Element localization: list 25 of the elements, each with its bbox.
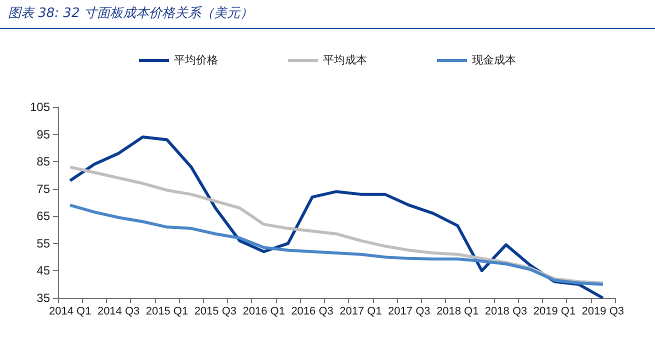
x-tick-label: 2018 Q1 [436, 306, 479, 318]
x-tick-label: 2018 Q3 [484, 306, 528, 318]
line-series [68, 204, 604, 286]
x-tick-label: 2014 Q3 [97, 306, 140, 318]
x-tick-label: 2017 Q1 [340, 306, 382, 318]
x-tick-label: 2015 Q1 [146, 306, 188, 318]
y-tick-label: 55 [36, 236, 50, 250]
x-tick-label: 2016 Q3 [291, 306, 334, 318]
x-tick-label: 2019 Q1 [533, 306, 576, 318]
x-tick-label: 2016 Q1 [242, 306, 285, 318]
x-tick-label: 2019 Q3 [582, 306, 624, 318]
x-tick-label: 2015 Q3 [194, 306, 237, 318]
legend-label: 平均成本 [323, 54, 367, 66]
y-tick-label: 65 [36, 209, 50, 224]
y-tick-label: 85 [36, 154, 50, 169]
y-tick-label: 45 [36, 264, 50, 278]
x-tick-label: 2017 Q3 [388, 306, 430, 318]
y-tick-label: 105 [30, 100, 50, 114]
legend-label: 现金成本 [472, 54, 516, 66]
legend-label: 平均价格 [174, 54, 218, 66]
y-tick-label: 75 [36, 182, 50, 196]
y-tick-label: 35 [36, 291, 50, 305]
chart-title: 图表 38: 32 寸面板成本价格关系（美元） [8, 5, 253, 22]
y-tick-label: 95 [36, 127, 50, 142]
x-tick-label: 2014 Q1 [49, 306, 92, 318]
